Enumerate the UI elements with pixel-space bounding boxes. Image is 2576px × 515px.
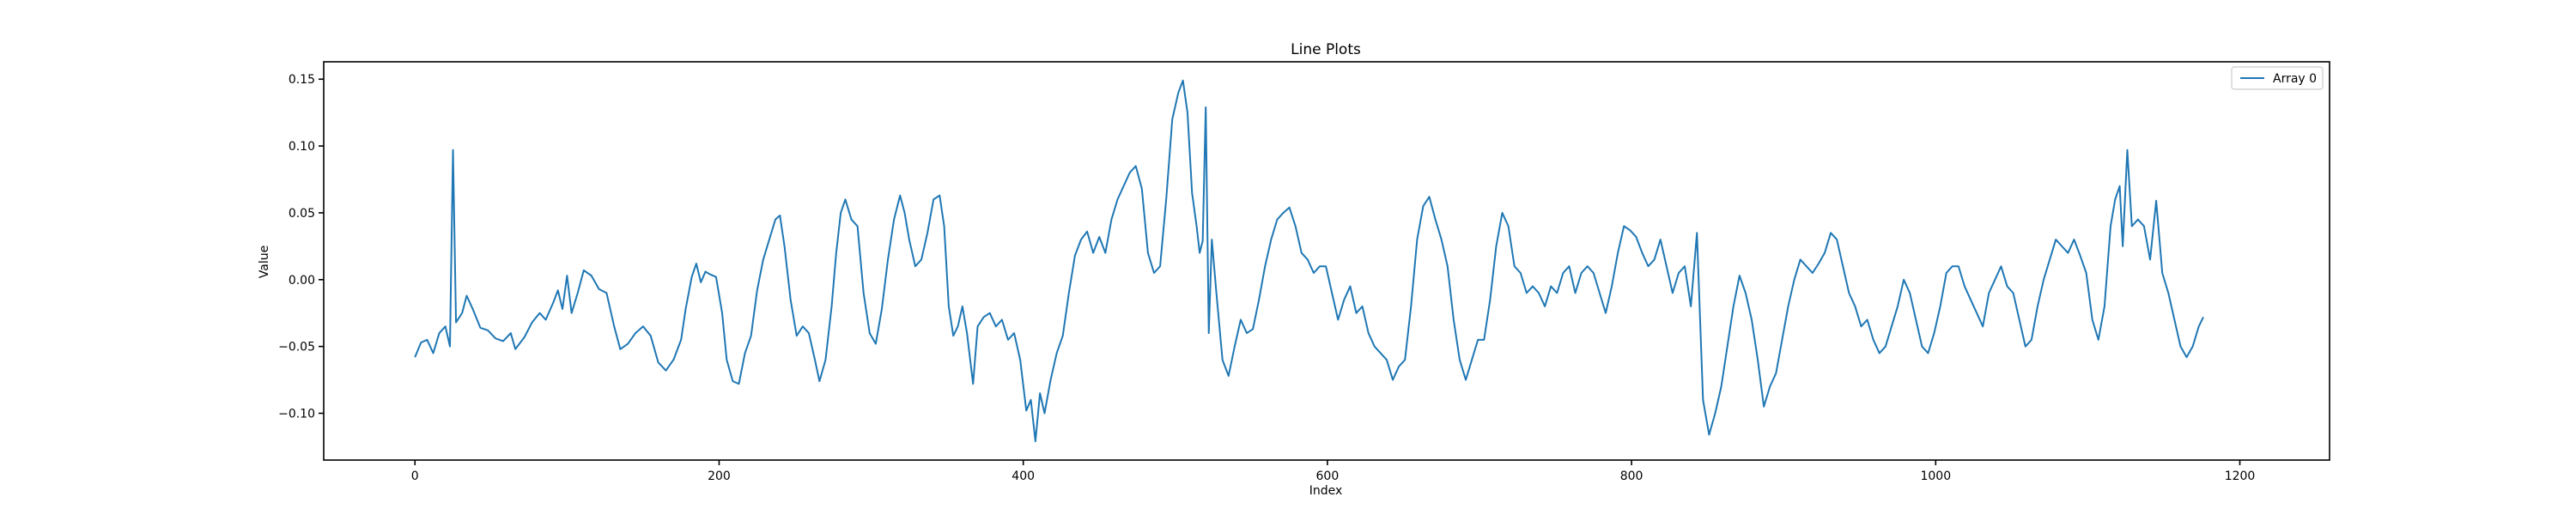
x-tick-label: 200 (708, 470, 731, 483)
legend-box (2231, 66, 2324, 90)
y-tick-label: 0.15 (289, 73, 315, 87)
x-tick-label: 1200 (2225, 470, 2256, 483)
y-tick-label: 0.00 (289, 274, 315, 288)
x-axis-ticks: 0 200 400 600 800 1000 1200 (411, 460, 2256, 483)
y-axis-ticks: −0.10 −0.05 0.00 0.05 0.10 0.15 (278, 73, 324, 421)
x-tick-label: 600 (1316, 470, 1340, 483)
legend-label-array-0: Array 0 (2273, 72, 2317, 86)
legend: Array 0 (2231, 66, 2324, 90)
x-tick-label: 0 (411, 470, 419, 483)
y-tick-label: 0.10 (289, 140, 315, 154)
x-tick-label: 1000 (1920, 470, 1951, 483)
y-tick-label: −0.05 (278, 341, 315, 354)
y-axis-label: Value (258, 245, 271, 278)
x-tick-label: 400 (1012, 470, 1035, 483)
y-tick-label: −0.10 (278, 408, 315, 421)
series-line-array-0 (414, 79, 2204, 443)
x-axis-label: Index (1309, 484, 1343, 498)
x-tick-label: 800 (1620, 470, 1643, 483)
plot-area (414, 79, 2204, 443)
chart-title: Line Plots (1291, 41, 1361, 58)
axes-frame (323, 61, 2330, 461)
y-tick-label: 0.05 (289, 207, 315, 221)
